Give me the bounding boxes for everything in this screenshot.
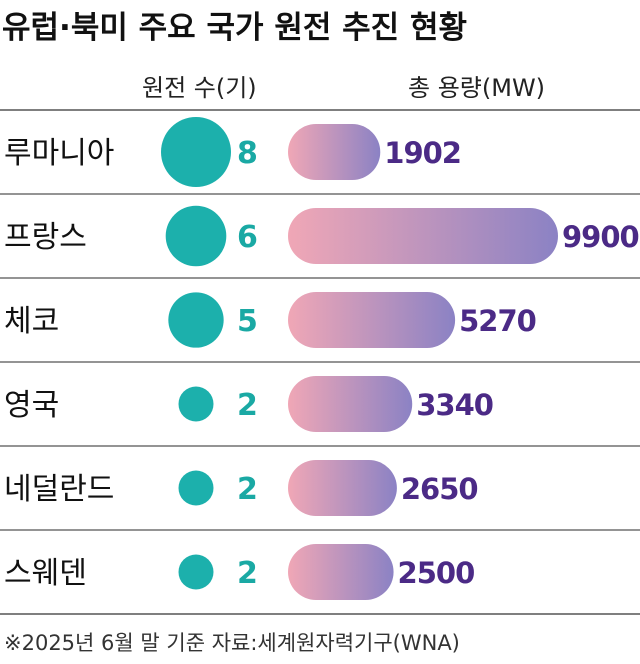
count-circle [178, 554, 214, 590]
count-circle [168, 292, 224, 348]
capacity-value: 5270 [459, 304, 536, 338]
count-column-header: 원전 수(기) [142, 74, 257, 102]
capacity-bar [288, 292, 456, 348]
capacity-bar [288, 460, 397, 516]
capacity-column-header: 총 용량(MW) [408, 74, 545, 102]
capacity-value: 9900 [562, 220, 639, 254]
capacity-bar [288, 544, 394, 600]
capacity-bar [288, 208, 558, 264]
capacity-bar [288, 124, 381, 180]
country-label: 네덜란드 [4, 472, 114, 507]
count-value: 5 [237, 304, 258, 339]
count-circle [178, 470, 214, 506]
capacity-value: 1902 [384, 136, 461, 170]
source-footer: ※2025년 6월 말 기준 자료:세계원자력기구(WNA) [4, 631, 460, 655]
count-value: 8 [237, 136, 258, 171]
count-value: 2 [237, 388, 258, 423]
country-label: 스웨덴 [4, 556, 87, 591]
chart-rows: 루마니아 8 1902 프랑스 6 9900 체코 5 5270 영국 2 3340 네덜란드 2 2650… [0, 117, 640, 600]
count-value: 6 [237, 220, 258, 255]
country-label: 프랑스 [4, 220, 87, 255]
country-label: 영국 [4, 388, 59, 423]
capacity-value: 3340 [416, 388, 493, 422]
count-value: 2 [237, 472, 258, 507]
country-label: 체코 [4, 304, 59, 339]
count-circle [161, 117, 231, 187]
capacity-value: 2650 [401, 472, 478, 506]
country-label: 루마니아 [4, 136, 114, 171]
count-circle [178, 386, 214, 422]
capacity-value: 2500 [398, 556, 475, 590]
chart-title: 유럽·북미 주요 국가 원전 추진 현황 [2, 10, 467, 46]
count-circle [165, 205, 227, 267]
count-value: 2 [237, 556, 258, 591]
capacity-bar [288, 376, 413, 432]
